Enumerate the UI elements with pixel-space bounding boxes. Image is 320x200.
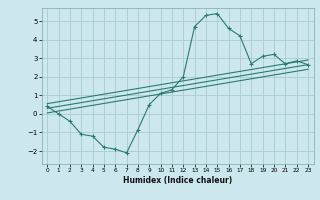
X-axis label: Humidex (Indice chaleur): Humidex (Indice chaleur) bbox=[123, 176, 232, 185]
